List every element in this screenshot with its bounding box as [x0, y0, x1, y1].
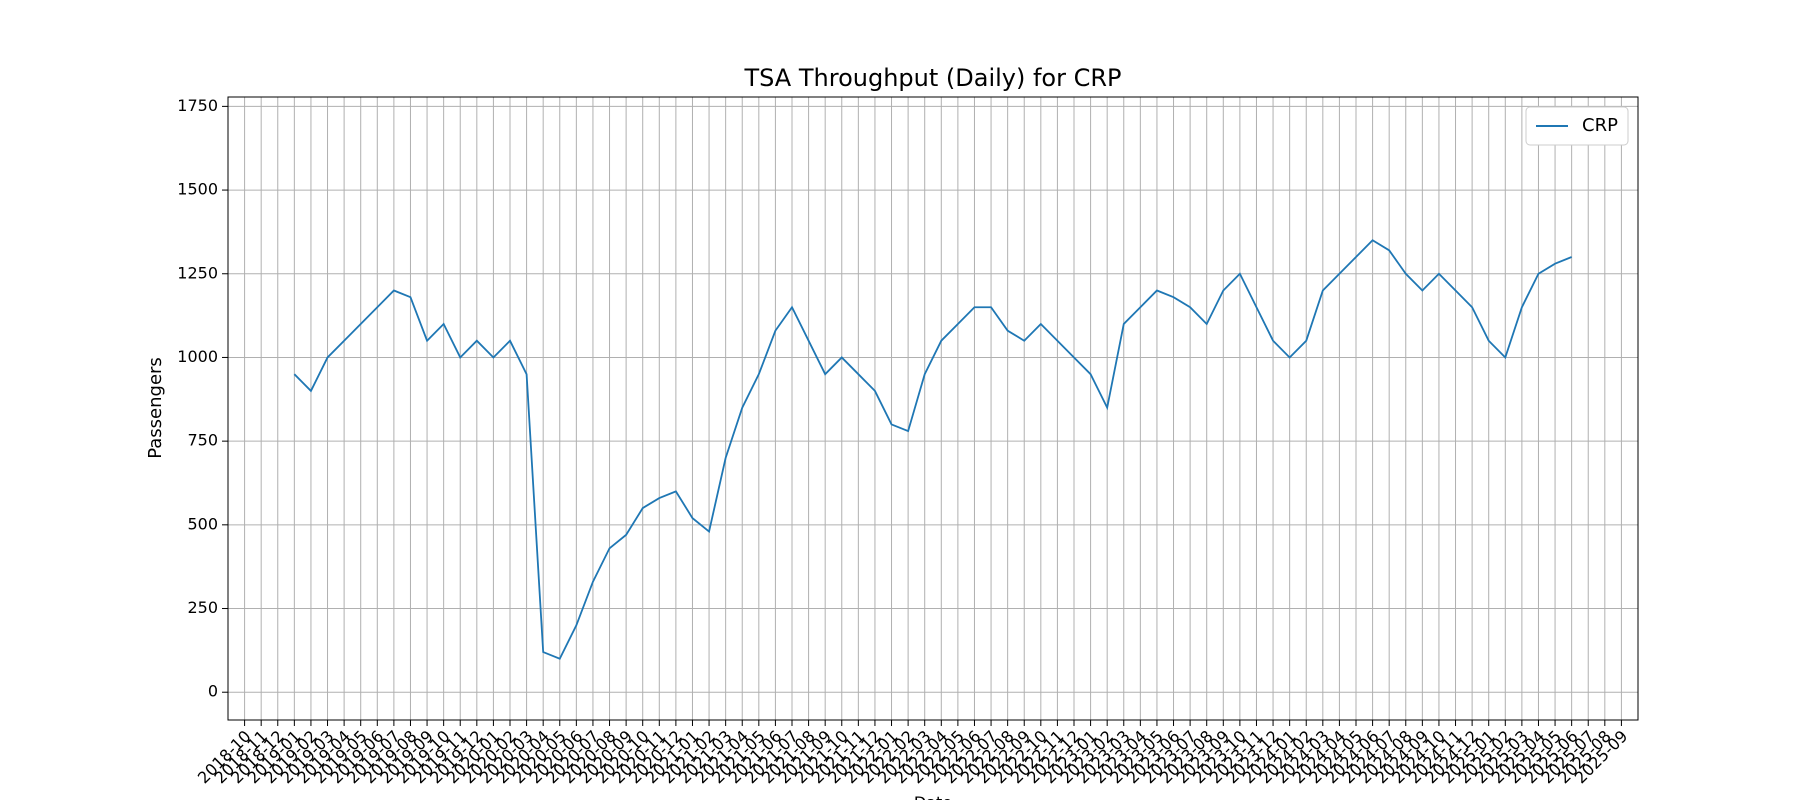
y-tick-label: 1000 — [177, 347, 218, 366]
y-tick-label: 0 — [208, 682, 218, 701]
y-tick-label: 1500 — [177, 180, 218, 199]
y-tick-label: 1750 — [177, 96, 218, 115]
plot-frame — [227, 96, 1639, 721]
y-tick-label: 250 — [187, 598, 218, 617]
x-axis-label: Date — [914, 793, 952, 800]
legend-label: CRP — [1582, 115, 1618, 136]
data-line — [293, 239, 1572, 660]
y-axis-label: Passengers — [145, 357, 166, 459]
chart-title: TSA Throughput (Daily) for CRP — [743, 64, 1121, 92]
legend-box — [1525, 106, 1629, 146]
y-tick-label: 1250 — [177, 263, 218, 282]
y-tick-label: 500 — [187, 514, 218, 533]
y-tick-label: 750 — [187, 431, 218, 450]
